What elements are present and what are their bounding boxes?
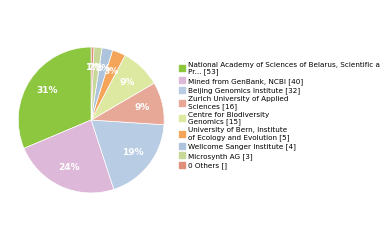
Text: 2%: 2% bbox=[95, 64, 111, 73]
Wedge shape bbox=[91, 47, 94, 120]
Wedge shape bbox=[91, 47, 102, 120]
Wedge shape bbox=[91, 120, 164, 189]
Text: 3%: 3% bbox=[104, 67, 119, 76]
Text: 1%: 1% bbox=[85, 63, 100, 72]
Wedge shape bbox=[24, 120, 114, 193]
Legend: National Academy of Sciences of Belarus, Scientific and
Pr... [53], Mined from G: National Academy of Sciences of Belarus,… bbox=[179, 61, 380, 169]
Wedge shape bbox=[91, 50, 125, 120]
Text: 31%: 31% bbox=[37, 86, 58, 96]
Wedge shape bbox=[91, 48, 112, 120]
Wedge shape bbox=[91, 83, 164, 125]
Wedge shape bbox=[91, 55, 154, 120]
Text: 24%: 24% bbox=[59, 163, 80, 172]
Wedge shape bbox=[18, 47, 91, 148]
Text: 9%: 9% bbox=[135, 103, 150, 112]
Text: 2%: 2% bbox=[89, 63, 104, 72]
Text: 19%: 19% bbox=[122, 148, 144, 157]
Text: 9%: 9% bbox=[120, 78, 135, 86]
